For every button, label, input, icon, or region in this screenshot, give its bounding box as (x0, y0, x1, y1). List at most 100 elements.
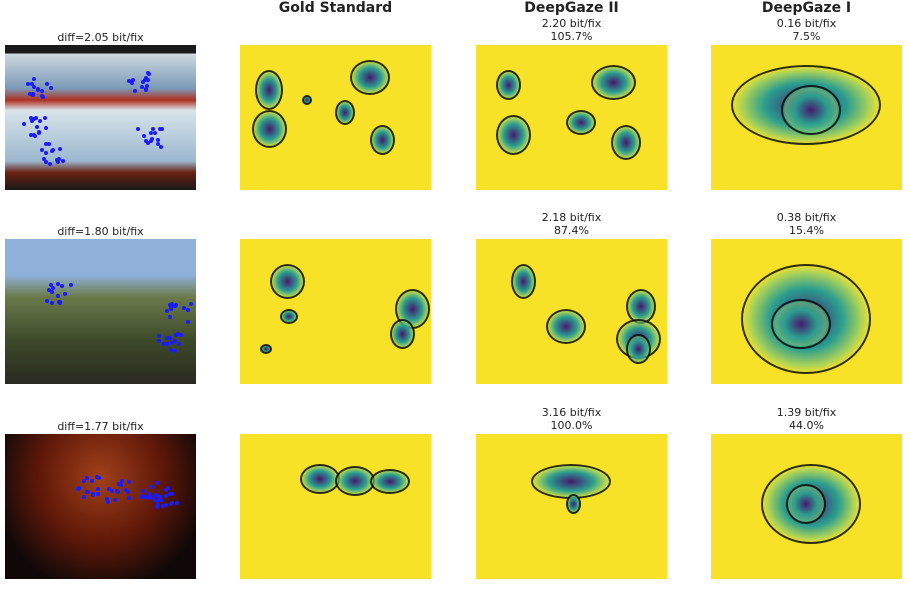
dg2-bits-label: 3.16 bit/fix (541, 406, 602, 419)
fixation-point (107, 486, 112, 491)
saliency-blob (496, 70, 521, 100)
fixation-point (149, 485, 154, 490)
fixation-point (144, 84, 149, 88)
fixation-point (47, 141, 52, 146)
saliency-blob (546, 309, 586, 344)
saliency-blob (511, 264, 536, 299)
fixation-point (167, 492, 172, 497)
saliency-blob (370, 125, 395, 155)
dg1-saliency-map (711, 239, 902, 384)
saliency-blob (626, 289, 656, 324)
fixation-point (146, 71, 151, 76)
fixation-point (164, 488, 169, 493)
saliency-blob (626, 334, 651, 364)
saliency-blob (496, 115, 531, 155)
fixation-point (149, 137, 154, 142)
fixation-point (114, 489, 119, 494)
fixation-point (30, 118, 35, 123)
fixation-point (155, 480, 160, 485)
fixation-point (173, 332, 178, 337)
dg2-percent-label: 100.0% (550, 419, 593, 432)
fixation-point (165, 485, 170, 490)
fixation-point (159, 497, 164, 502)
fixation-point (143, 78, 148, 83)
fixation-point (146, 78, 151, 83)
fixation-point (36, 129, 41, 134)
fixation-point (31, 133, 36, 138)
fixation-point (68, 283, 73, 288)
saliency-blob (300, 464, 340, 494)
fixation-point (156, 141, 161, 146)
fixation-point (158, 126, 163, 131)
saliency-blob (531, 464, 611, 499)
fixation-point (43, 159, 48, 164)
fixation-point (144, 87, 149, 92)
fixation-point (168, 336, 173, 341)
fixation-point (158, 494, 163, 499)
gold-saliency-map (240, 45, 431, 190)
saliency-blob (270, 264, 305, 299)
fixation-point (47, 161, 52, 166)
fixation-point (186, 319, 191, 324)
saliency-blob (566, 110, 596, 135)
dg2-bits-label: 2.18 bit/fix (541, 211, 602, 224)
dg1-saliency-map (711, 45, 902, 190)
fixation-point (40, 93, 45, 98)
fixation-point (45, 82, 50, 87)
column-header-deepgaze-i: DeepGaze I (761, 0, 852, 16)
fixation-point (95, 492, 100, 497)
fixation-point (165, 335, 170, 340)
fixation-point (105, 496, 110, 501)
fixation-point (36, 86, 41, 91)
fixation-point (156, 334, 161, 339)
fixation-point (142, 133, 147, 138)
fixation-point (57, 157, 62, 162)
fixation-point (148, 131, 153, 136)
diff-label: diff=1.80 bit/fix (57, 225, 144, 238)
fixation-point (182, 306, 187, 311)
fixation-point (109, 489, 114, 494)
fixation-point (58, 147, 63, 152)
diff-label: diff=2.05 bit/fix (57, 31, 144, 44)
saliency-blob (280, 309, 298, 324)
fixation-point (169, 341, 174, 346)
fixation-point (31, 92, 36, 97)
fixation-point (126, 495, 131, 500)
fixation-point (84, 475, 89, 480)
saliency-blob (335, 466, 375, 496)
fixation-point (25, 81, 30, 86)
fixation-point (130, 81, 135, 86)
saliency-blob (611, 125, 641, 160)
fixation-point (168, 307, 173, 311)
fixation-point (89, 478, 94, 483)
fixation-point (174, 303, 179, 308)
saliency-blob (771, 299, 831, 349)
dg2-saliency-map (476, 45, 667, 190)
fixation-point (130, 78, 135, 83)
fixation-point (31, 117, 36, 122)
fixation-point (81, 495, 86, 500)
dg2-percent-label: 87.4% (554, 224, 589, 237)
fixation-point (164, 342, 169, 347)
fixation-point (149, 139, 154, 144)
fixation-point (90, 492, 95, 497)
dg1-percent-label: 7.5% (792, 30, 821, 43)
fixation-point (75, 486, 80, 491)
fixation-point (140, 495, 145, 500)
saliency-blob (370, 469, 410, 494)
fixation-point (41, 156, 46, 161)
fixation-point (32, 84, 37, 89)
gold-saliency-map (240, 239, 431, 384)
dg1-bits-label: 1.39 bit/fix (776, 406, 837, 419)
fixation-point (126, 78, 131, 83)
stimulus-image (5, 45, 196, 190)
dg1-bits-label: 0.38 bit/fix (776, 211, 837, 224)
fixation-point (39, 89, 44, 94)
fixation-point (48, 86, 53, 91)
fixation-point (161, 503, 166, 508)
dg1-bits-label: 0.16 bit/fix (776, 17, 837, 30)
fixation-point (152, 498, 157, 503)
saliency-blob (302, 95, 312, 105)
fixation-point (49, 148, 54, 153)
saliency-blob (260, 344, 272, 354)
